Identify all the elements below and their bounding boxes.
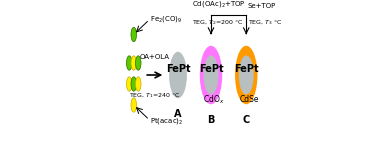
Ellipse shape xyxy=(127,77,132,91)
Text: FePt: FePt xyxy=(166,64,190,74)
Ellipse shape xyxy=(239,56,254,94)
Ellipse shape xyxy=(169,52,187,98)
Ellipse shape xyxy=(203,56,218,94)
Text: Pt(acac)$_2$: Pt(acac)$_2$ xyxy=(150,116,184,126)
Text: C: C xyxy=(243,115,250,125)
Text: TEG, $T_3$ °C: TEG, $T_3$ °C xyxy=(248,18,282,27)
Text: CdO$_x$: CdO$_x$ xyxy=(203,93,225,106)
Text: A: A xyxy=(174,109,182,119)
Text: B: B xyxy=(207,115,215,125)
Text: Cd(OAc)$_2$+TOP: Cd(OAc)$_2$+TOP xyxy=(192,0,245,9)
Text: FePt: FePt xyxy=(234,64,259,74)
Ellipse shape xyxy=(131,56,136,70)
Text: Se+TOP: Se+TOP xyxy=(248,3,276,9)
Ellipse shape xyxy=(131,98,136,112)
Ellipse shape xyxy=(235,46,258,104)
Text: FePt: FePt xyxy=(199,64,223,74)
Ellipse shape xyxy=(127,56,132,70)
Ellipse shape xyxy=(200,46,222,104)
Text: TEG, $T_2$=200 °C: TEG, $T_2$=200 °C xyxy=(192,18,243,27)
Text: OA+OLA: OA+OLA xyxy=(140,54,170,60)
Ellipse shape xyxy=(136,56,141,70)
Text: Fe$_2$(CO)$_9$: Fe$_2$(CO)$_9$ xyxy=(150,14,183,24)
Text: CdSe: CdSe xyxy=(240,95,259,104)
Ellipse shape xyxy=(131,77,136,91)
Ellipse shape xyxy=(136,77,141,91)
Text: TEG, $T_1$=240 °C: TEG, $T_1$=240 °C xyxy=(129,92,181,100)
Ellipse shape xyxy=(131,27,136,42)
